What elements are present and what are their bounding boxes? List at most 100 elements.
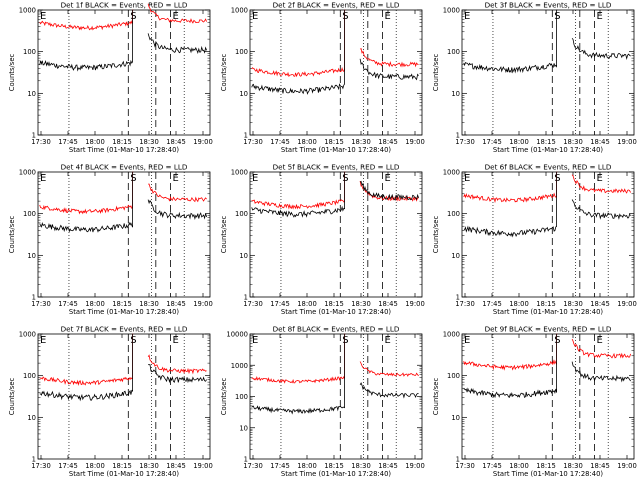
y-tick-label: 10 <box>451 414 460 422</box>
x-tick-label: 18:15 <box>112 138 132 146</box>
x-tick-label: 18:00 <box>509 300 529 308</box>
x-tick-label: 18:15 <box>112 300 132 308</box>
x-tick-label: 18:30 <box>139 138 159 146</box>
lld-series-line <box>571 174 631 194</box>
y-axis-label: Counts/sec <box>432 216 440 254</box>
y-tick-label: 1 <box>456 132 460 140</box>
x-tick-label: 19:00 <box>193 138 213 146</box>
x-tick-label: 18:15 <box>536 300 556 308</box>
y-tick-label: 10 <box>27 414 36 422</box>
x-tick-label: 18:15 <box>536 462 556 470</box>
region-label-e: E <box>384 173 390 184</box>
lld-series-line <box>39 9 134 31</box>
x-tick-label: 18:30 <box>351 300 371 308</box>
plot-frame <box>37 9 211 136</box>
y-tick-label: 1 <box>456 456 460 464</box>
region-label-s: S <box>554 173 560 184</box>
x-tick-label: 18:00 <box>297 300 317 308</box>
events-series-line <box>251 333 346 415</box>
y-tick-label: 100 <box>23 372 36 380</box>
region-label-s: S <box>342 173 348 184</box>
events-series-line <box>571 361 631 383</box>
plot-frame <box>461 9 635 136</box>
x-tick-label: 17:45 <box>270 462 290 470</box>
y-tick-label: 1000 <box>231 169 248 177</box>
x-tick-label: 18:15 <box>324 300 344 308</box>
lld-series-line <box>39 333 134 386</box>
x-tick-label: 18:45 <box>378 138 398 146</box>
x-tick-label: 17:30 <box>243 462 263 470</box>
x-tick-label: 18:30 <box>563 138 583 146</box>
x-tick-label: 19:00 <box>617 138 637 146</box>
region-label-e: E <box>384 335 390 346</box>
region-label-e: E <box>172 173 178 184</box>
lld-series-line <box>359 181 419 202</box>
events-series-line <box>463 333 558 399</box>
events-series-line <box>359 58 419 81</box>
panel-title: Det 1f BLACK = Events, RED = LLD <box>61 1 188 10</box>
x-tick-label: 17:45 <box>482 138 502 146</box>
y-tick-label: 1 <box>456 294 460 302</box>
x-tick-label: 17:30 <box>31 462 51 470</box>
plot-frame <box>461 333 635 460</box>
x-axis-label: Start Time (01-Mar-10 17:28:40) <box>493 146 603 154</box>
y-tick-label: 1000 <box>443 331 460 339</box>
x-tick-label: 17:30 <box>455 138 475 146</box>
x-tick-label: 18:45 <box>166 462 186 470</box>
lld-series-line <box>359 47 419 68</box>
events-series-line <box>251 9 346 95</box>
x-tick-label: 19:00 <box>193 462 213 470</box>
y-tick-label: 100 <box>447 210 460 218</box>
x-tick-label: 18:30 <box>139 300 159 308</box>
x-tick-label: 19:00 <box>617 300 637 308</box>
x-tick-label: 18:15 <box>324 138 344 146</box>
x-tick-label: 18:30 <box>351 138 371 146</box>
plot-frame <box>37 333 211 460</box>
y-tick-label: 100 <box>235 393 248 401</box>
events-series-line <box>251 171 346 218</box>
x-tick-label: 18:00 <box>297 138 317 146</box>
region-label-e: E <box>252 173 258 184</box>
region-label-s: S <box>342 11 348 22</box>
lld-series-line <box>147 3 207 24</box>
events-series-line <box>148 364 207 384</box>
region-label-e: E <box>40 335 46 346</box>
x-tick-label: 17:30 <box>455 300 475 308</box>
y-tick-label: 10000 <box>226 331 248 339</box>
y-axis-label: Counts/sec <box>8 216 16 254</box>
events-series-line <box>571 38 631 61</box>
y-axis-label: Counts/sec <box>432 54 440 92</box>
x-axis-label: Start Time (01-Mar-10 17:28:40) <box>69 146 179 154</box>
y-axis-label: Counts/sec <box>220 54 228 92</box>
region-label-s: S <box>342 335 348 346</box>
events-series-line <box>39 171 134 233</box>
y-tick-label: 100 <box>447 372 460 380</box>
x-tick-label: 18:00 <box>297 462 317 470</box>
x-tick-label: 19:00 <box>193 300 213 308</box>
panel-title: Det 6f BLACK = Events, RED = LLD <box>485 163 612 172</box>
x-tick-label: 19:00 <box>405 300 425 308</box>
events-series-line <box>39 9 134 72</box>
y-tick-label: 10 <box>27 90 36 98</box>
lld-series-line <box>463 333 558 371</box>
x-axis-label: Start Time (01-Mar-10 17:28:40) <box>69 470 179 478</box>
x-axis-label: Start Time (01-Mar-10 17:28:40) <box>281 470 391 478</box>
region-label-s: S <box>554 335 560 346</box>
x-axis-label: Start Time (01-Mar-10 17:28:40) <box>69 308 179 316</box>
region-label-e: E <box>40 173 46 184</box>
x-tick-label: 19:00 <box>617 462 637 470</box>
x-tick-label: 17:45 <box>482 462 502 470</box>
y-tick-label: 1000 <box>231 362 248 370</box>
y-tick-label: 1000 <box>19 331 36 339</box>
panel-title: Det 5f BLACK = Events, RED = LLD <box>273 163 400 172</box>
x-tick-label: 18:45 <box>590 138 610 146</box>
x-tick-label: 17:45 <box>58 300 78 308</box>
x-axis-label: Start Time (01-Mar-10 17:28:40) <box>281 308 391 316</box>
panel-title: Det 9f BLACK = Events, RED = LLD <box>485 325 612 334</box>
x-tick-label: 18:30 <box>563 300 583 308</box>
x-tick-label: 17:45 <box>58 138 78 146</box>
y-tick-label: 1 <box>244 456 248 464</box>
events-series-line <box>359 382 419 399</box>
x-tick-label: 19:00 <box>405 138 425 146</box>
